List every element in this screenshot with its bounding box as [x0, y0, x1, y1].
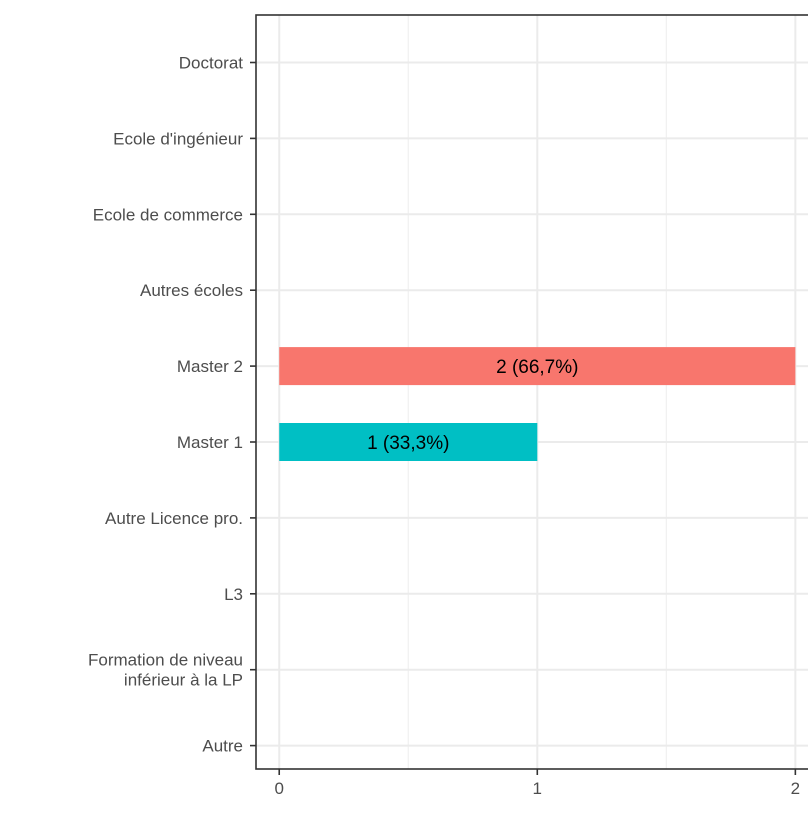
y-tick-label: Master 2 — [177, 357, 243, 376]
y-tick-label: Autre — [202, 737, 243, 756]
x-axis: 0 1 2 — [274, 769, 800, 798]
y-tick-label: L3 — [224, 585, 243, 604]
y-tick-label: Ecole de commerce — [93, 205, 243, 224]
y-tick-label: Doctorat — [179, 54, 244, 73]
x-tick-label: 0 — [274, 779, 283, 798]
bar-labels: 2 (66,7%) 1 (33,3%) — [367, 357, 578, 454]
x-tick-label: 2 — [791, 779, 800, 798]
plot-panel-border — [255, 14, 808, 770]
bar-value-label: 2 (66,7%) — [496, 357, 578, 378]
y-tick-label: Autre Licence pro. — [105, 509, 243, 528]
bar-value-label: 1 (33,3%) — [367, 433, 449, 454]
bars — [279, 347, 796, 461]
bar — [279, 423, 538, 461]
y-tick-label: Ecole d'ingénieur — [113, 129, 243, 148]
bar — [279, 347, 796, 386]
x-tick-label: 1 — [533, 779, 542, 798]
y-axis: Doctorat Ecole d'ingénieur Ecole de commer… — [88, 54, 256, 756]
y-tick-label: Master 1 — [177, 433, 243, 452]
y-tick-label: Formation de niveau inférieur à la LP — [88, 651, 243, 690]
y-tick-label: Autres écoles — [140, 281, 243, 300]
